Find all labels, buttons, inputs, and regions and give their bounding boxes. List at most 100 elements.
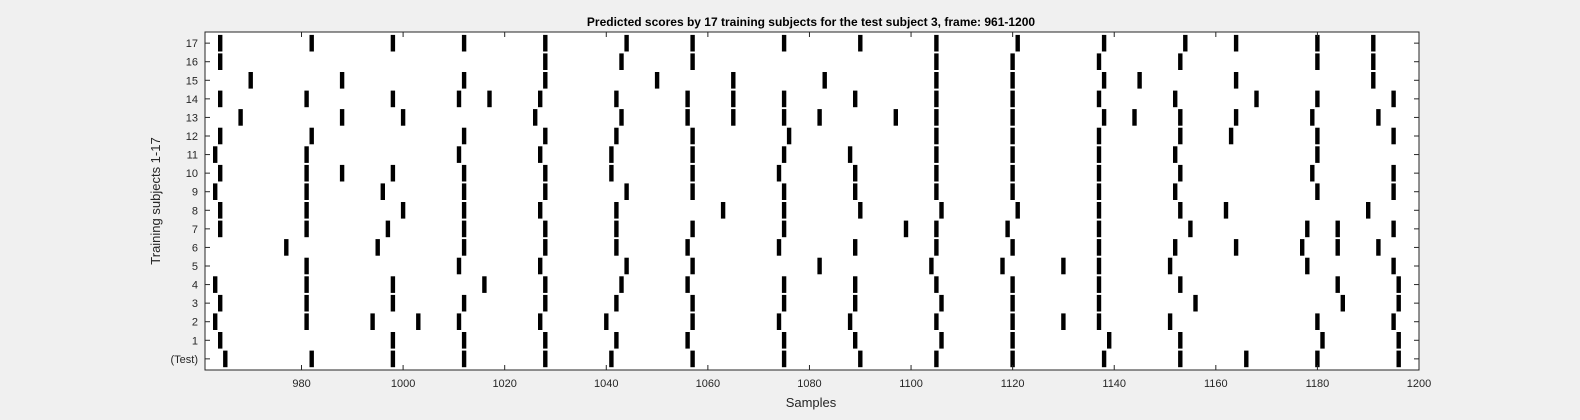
spike-mark bbox=[1010, 90, 1015, 108]
spike-mark bbox=[1010, 164, 1015, 182]
x-tick-label: 1020 bbox=[492, 378, 516, 390]
spike-mark bbox=[1101, 350, 1107, 368]
spike-mark bbox=[304, 183, 309, 200]
spike-mark bbox=[538, 90, 543, 108]
spike-mark bbox=[461, 164, 467, 182]
y-tick-label: 15 bbox=[186, 75, 198, 87]
spike-mark bbox=[1391, 257, 1396, 275]
spike-mark bbox=[1101, 109, 1107, 126]
spike-mark bbox=[218, 90, 223, 108]
spike-mark bbox=[893, 109, 898, 126]
y-tick-label: 16 bbox=[186, 57, 198, 69]
spike-mark bbox=[619, 276, 624, 293]
spike-marks bbox=[213, 34, 1401, 368]
y-tick-label: 13 bbox=[186, 112, 198, 124]
spike-mark bbox=[1305, 257, 1310, 275]
spike-mark bbox=[690, 350, 695, 368]
spike-mark bbox=[614, 127, 619, 145]
spike-mark bbox=[690, 257, 695, 275]
spike-mark bbox=[543, 34, 548, 52]
y-tick-label: 5 bbox=[192, 261, 198, 273]
spike-mark bbox=[461, 202, 467, 219]
y-tick-label: 14 bbox=[186, 94, 198, 106]
spike-mark bbox=[1391, 127, 1396, 145]
spike-mark bbox=[1173, 239, 1178, 256]
spike-mark bbox=[934, 239, 939, 256]
spike-mark bbox=[690, 146, 695, 163]
spike-mark bbox=[1096, 239, 1102, 256]
spike-mark bbox=[1300, 239, 1305, 256]
spike-mark bbox=[624, 183, 629, 200]
spike-mark bbox=[1391, 183, 1396, 200]
spike-mark bbox=[1178, 276, 1183, 293]
x-tick-label: 1120 bbox=[1001, 378, 1025, 390]
spike-mark bbox=[781, 202, 787, 219]
spike-mark bbox=[1376, 239, 1381, 256]
spike-mark bbox=[1010, 294, 1015, 312]
spike-mark bbox=[304, 294, 309, 312]
spike-mark bbox=[781, 183, 787, 200]
plot-area bbox=[205, 32, 1419, 370]
spike-mark bbox=[238, 109, 243, 126]
spike-mark bbox=[304, 220, 309, 238]
spike-mark bbox=[934, 53, 939, 70]
spike-mark bbox=[934, 350, 939, 368]
spike-mark bbox=[1178, 332, 1183, 349]
spike-mark bbox=[385, 220, 391, 238]
spike-mark bbox=[1015, 202, 1020, 219]
spike-mark bbox=[1396, 276, 1401, 293]
spike-mark bbox=[461, 127, 467, 145]
spike-mark bbox=[1305, 220, 1310, 238]
spike-mark bbox=[781, 109, 787, 126]
spike-mark bbox=[1254, 90, 1259, 108]
spike-mark bbox=[817, 257, 822, 275]
x-tick-label: 1100 bbox=[899, 378, 923, 390]
spike-mark bbox=[858, 350, 863, 368]
spike-mark bbox=[482, 276, 487, 293]
spike-mark bbox=[284, 239, 289, 256]
spike-mark bbox=[1061, 313, 1066, 330]
spike-mark bbox=[934, 183, 939, 200]
spike-mark bbox=[1391, 220, 1396, 238]
y-tick-label: 8 bbox=[192, 205, 198, 217]
spike-mark bbox=[690, 220, 695, 238]
spike-mark bbox=[1005, 220, 1010, 238]
spike-mark bbox=[1193, 294, 1198, 312]
spike-mark bbox=[1335, 276, 1340, 293]
spike-mark bbox=[853, 294, 858, 312]
spike-mark bbox=[847, 146, 853, 163]
x-tick-label: 1060 bbox=[696, 378, 720, 390]
spike-mark bbox=[339, 109, 345, 126]
spike-mark bbox=[1167, 257, 1173, 275]
spike-mark bbox=[614, 202, 619, 219]
spike-mark bbox=[1000, 257, 1005, 275]
spike-mark bbox=[218, 164, 223, 182]
y-tick-label: 6 bbox=[192, 242, 198, 254]
spike-mark bbox=[1371, 53, 1376, 70]
spike-mark bbox=[461, 72, 467, 89]
spike-mark bbox=[1107, 332, 1112, 349]
spike-mark bbox=[690, 127, 695, 145]
spike-mark bbox=[1396, 350, 1401, 368]
spike-mark bbox=[543, 72, 548, 89]
spike-mark bbox=[781, 332, 787, 349]
spike-mark bbox=[1132, 109, 1137, 126]
spike-mark bbox=[1233, 72, 1239, 89]
y-tick-label: 4 bbox=[192, 280, 198, 292]
spike-mark bbox=[776, 164, 782, 182]
spike-mark bbox=[1010, 332, 1015, 349]
spike-mark bbox=[390, 164, 396, 182]
spike-mark bbox=[614, 332, 619, 349]
spike-mark bbox=[847, 313, 853, 330]
spike-mark bbox=[1315, 127, 1320, 145]
spike-mark bbox=[213, 146, 218, 163]
spike-mark bbox=[1376, 109, 1381, 126]
spike-mark bbox=[375, 239, 380, 256]
spike-mark bbox=[1178, 202, 1183, 219]
spike-mark bbox=[1188, 220, 1193, 238]
spike-mark bbox=[1391, 164, 1396, 182]
spike-mark bbox=[543, 239, 548, 256]
y-tick-label: 3 bbox=[192, 298, 198, 310]
spike-mark bbox=[690, 183, 695, 200]
